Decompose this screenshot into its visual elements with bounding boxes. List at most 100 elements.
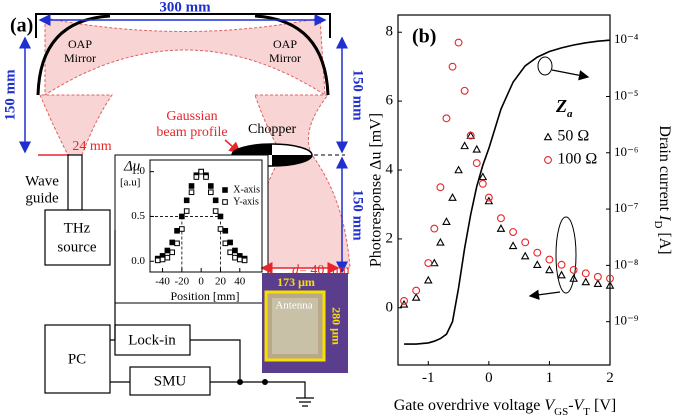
marker [557,260,566,269]
marker [472,144,482,153]
inset-x-label: Position [mm] [170,289,239,303]
legend-marker [543,132,553,141]
x-tick-label: 0 [198,275,204,287]
marker [532,260,542,269]
marker [593,279,603,287]
dimension: 150 mm [350,189,366,241]
legend-marker [544,156,552,164]
marker [169,239,176,246]
marker [154,257,161,264]
inset-y-unit: [a.u] [120,177,140,189]
marker [430,224,439,233]
y2-tick-label: 10⁻⁸ [614,256,639,271]
wire [110,230,314,407]
waveguide-label: Wave [25,173,59,189]
marker [412,286,421,295]
antenna-width: 173 μm [277,275,315,289]
marker [497,214,505,223]
marker [478,172,488,181]
marker [400,296,409,305]
y-tick-label: 0.0 [131,255,145,267]
marker [179,213,185,220]
marker [466,131,475,140]
y2-tick-label: 10⁻⁷ [614,200,638,215]
pc-box [44,324,111,394]
mirror-label: Mirror [64,51,96,65]
source-label: THz [64,220,91,236]
legend-label: 100 Ω [557,151,597,168]
marker [448,62,457,71]
annotation-ellipse [537,56,553,76]
marker [159,256,166,263]
marker [169,249,176,256]
marker [520,251,530,260]
marker [227,239,233,246]
marker [164,254,171,261]
smu-label: SMU [154,373,187,389]
marker [593,272,602,281]
waveguide-label: guide [25,190,59,206]
marker [423,275,433,284]
y-tick-label: 0 [386,299,394,315]
annotation: beam profile [156,125,227,140]
waveguide [67,154,83,211]
marker [466,131,476,139]
marker [605,280,615,289]
smu-box [129,366,211,396]
marker [217,213,224,220]
marker [472,159,481,168]
marker [545,265,554,274]
marker [164,247,171,254]
x-tick-label: 2 [606,370,614,386]
marker [436,237,445,246]
marker [606,274,614,283]
mirror-label: OAP [273,37,297,51]
setup-diagram: (a) 300 mm OAP Mirror OAP Mirror 150 mm … [2,0,366,407]
marker [208,183,214,189]
pc-label: PC [68,351,86,367]
annotation-arrow [528,289,561,300]
antenna-image: 173 μm Antenna 280 μm [262,273,348,373]
marker [183,208,190,214]
marker [411,292,421,301]
plot-frame [397,14,611,366]
marker [188,189,195,196]
node [262,379,268,385]
mirror-label: OAP [68,37,92,51]
y-tick-label: 8 [386,24,394,40]
x-tick-label: -1 [422,370,435,386]
marker [222,227,229,234]
annotation: Gaussian [166,109,217,124]
marker [454,165,463,174]
annotation-ellipse [555,216,577,294]
marker [174,240,180,247]
legend-label: Y-axis [233,196,259,207]
marker [212,208,219,214]
marker [557,270,566,279]
legend-marker [222,187,228,193]
x-tick-label: -20 [175,275,190,287]
y2-axis-label: Drain current ID [A] [652,125,673,254]
source-label: source [57,239,96,255]
marker [508,241,518,250]
annotation-arrow [551,69,590,81]
marker [509,228,518,236]
marker [183,197,190,204]
y-tick-label: 0.5 [131,210,145,222]
x-tick-label: 0 [485,370,493,386]
marker [222,240,229,247]
antenna-length: 280 μm [329,307,343,345]
antenna-label: Antenna [275,300,312,312]
photoresponse-chart: (b) Photoresponse Δu [mV] Drain current … [368,14,673,418]
dimension: 150 mm [350,69,366,121]
marker [448,193,457,201]
marker [484,193,493,202]
dimension: 150 mm [2,69,18,121]
marker [232,254,238,261]
marker [478,179,487,188]
legend-marker [222,199,228,205]
marker [581,269,590,278]
marker [217,226,224,232]
legend-label: 50 Ω [557,128,589,145]
lockin-label: Lock-in [128,332,176,348]
